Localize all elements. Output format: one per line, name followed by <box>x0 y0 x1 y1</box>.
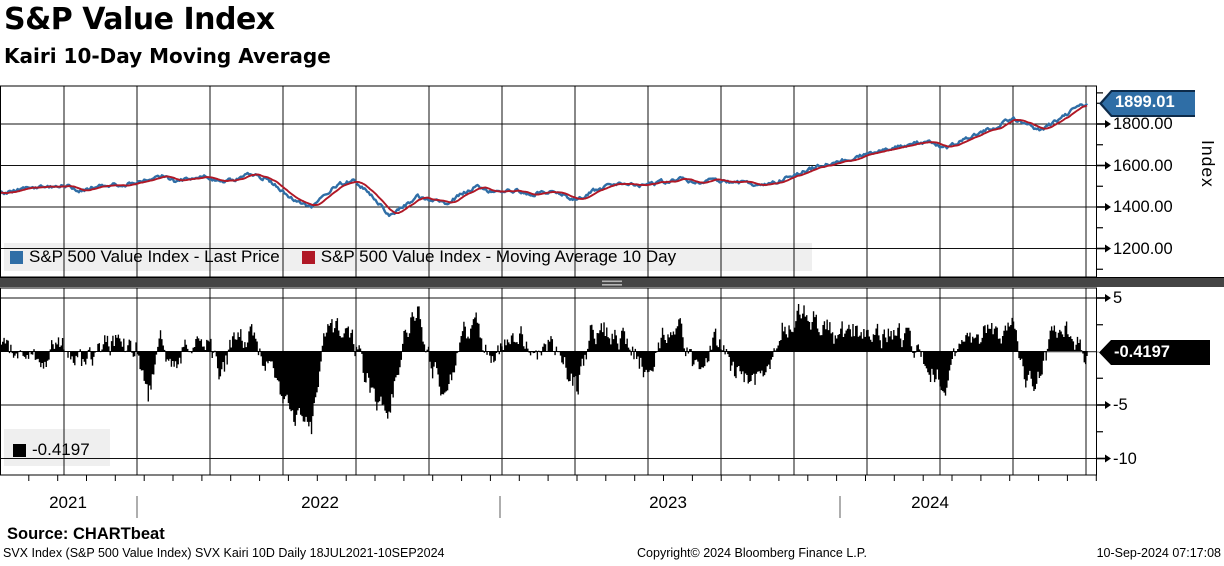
x-year-label: 2023 <box>649 493 687 512</box>
kairi-last-value-badge: -0.4197 <box>1099 340 1210 365</box>
y-tick-label: 1200.00 <box>1113 239 1173 258</box>
y-tick-label: 1800.00 <box>1113 115 1173 133</box>
y-tick-label: 1600.00 <box>1113 156 1173 175</box>
top-legend-background <box>4 243 812 271</box>
ma-series-swatch <box>301 250 315 264</box>
page-subtitle: Kairi 10-Day Moving Average <box>4 44 331 68</box>
panel-splitter-handle[interactable] <box>598 277 628 288</box>
copyright-note: Copyright© 2024 Bloomberg Finance L.P. <box>637 546 867 560</box>
y-tick-label: 1400.00 <box>1113 198 1173 216</box>
source-note: Source: CHARTbeat <box>7 525 165 543</box>
x-year-label: 2022 <box>301 493 339 512</box>
top-legend: S&P 500 Value Index - Last Price S&P 500… <box>10 247 676 267</box>
kairi-series-swatch <box>13 443 26 457</box>
price-series-label: S&P 500 Value Index - Last Price <box>29 247 280 266</box>
timestamp: 10-Sep-2024 07:17:08 <box>1096 546 1221 560</box>
x-year-label: 2024 <box>911 493 949 512</box>
y-tick-label: 5 <box>1113 289 1123 307</box>
security-description: SVX Index (S&P 500 Value Index) SVX Kair… <box>3 546 445 560</box>
last-price-badge: 1899.01 <box>1099 90 1195 117</box>
last-price-badge-value: 1899.01 <box>1102 92 1195 115</box>
price-series-swatch <box>10 250 23 264</box>
y-axis-title: Index <box>1198 140 1218 188</box>
y-tick-label: -5 <box>1113 396 1128 414</box>
ma-series-label: S&P 500 Value Index - Moving Average 10 … <box>320 247 677 266</box>
bottom-legend: -0.4197 <box>13 440 90 460</box>
x-year-label: 2021 <box>49 493 87 512</box>
y-tick-label: -10 <box>1113 449 1137 468</box>
page-title: S&P Value Index <box>4 2 275 37</box>
kairi-last-value-label: -0.4197 <box>32 440 90 459</box>
